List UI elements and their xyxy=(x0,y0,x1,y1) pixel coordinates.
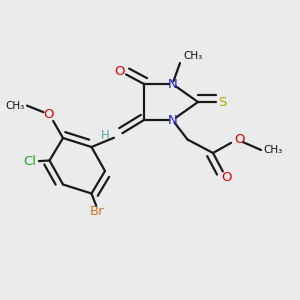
Text: O: O xyxy=(114,65,125,78)
Text: CH₃: CH₃ xyxy=(263,145,283,155)
Text: CH₃: CH₃ xyxy=(183,51,202,61)
Text: Cl: Cl xyxy=(23,155,37,168)
Text: O: O xyxy=(221,171,232,184)
Text: O: O xyxy=(234,133,245,146)
Text: Br: Br xyxy=(89,205,104,218)
Text: CH₃: CH₃ xyxy=(5,100,25,111)
Text: H: H xyxy=(100,129,109,142)
Text: N: N xyxy=(168,113,177,127)
Text: O: O xyxy=(43,108,53,121)
Text: N: N xyxy=(168,77,177,91)
Text: S: S xyxy=(218,95,227,109)
